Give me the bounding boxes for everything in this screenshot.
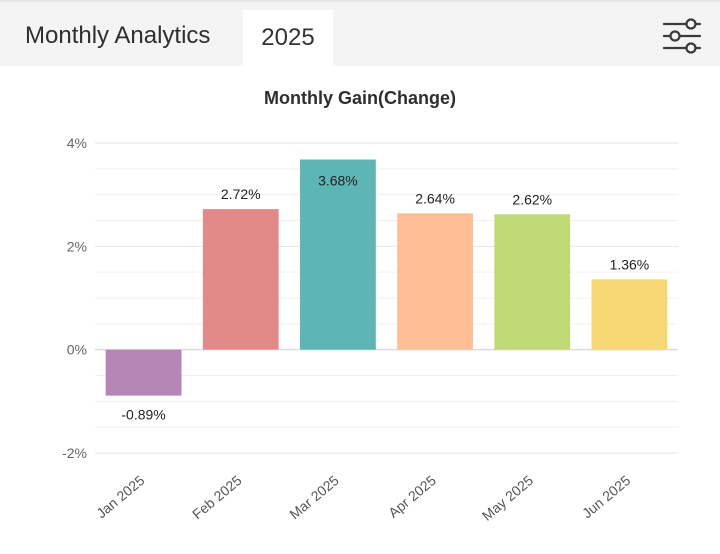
x-tick-label: Jun 2025: [579, 472, 634, 521]
x-tick-label: Feb 2025: [189, 472, 245, 522]
tab-year[interactable]: 2025: [243, 10, 333, 68]
x-tick-label: Jan 2025: [93, 472, 148, 521]
y-tick-label: 2%: [67, 238, 87, 254]
y-tick-label: 0%: [67, 342, 87, 358]
filter-button[interactable]: [660, 16, 704, 56]
bar-value-label: 2.62%: [512, 191, 552, 207]
header-bar: Monthly Analytics 2025: [0, 0, 720, 68]
bar-value-label: 2.72%: [221, 186, 261, 202]
y-tick-label: -2%: [62, 445, 87, 461]
bar-value-label: -0.89%: [121, 407, 165, 423]
bar: [397, 213, 473, 350]
chart-title: Monthly Gain(Change): [264, 88, 456, 108]
sliders-icon: [662, 18, 702, 54]
bar-value-label: 1.36%: [610, 256, 650, 272]
app-title: Monthly Analytics: [25, 22, 211, 49]
bar-value-label: 3.68%: [318, 173, 358, 189]
x-tick-label: Mar 2025: [286, 472, 342, 522]
x-tick-label: May 2025: [479, 472, 537, 524]
bar: [591, 279, 668, 350]
y-tick-label: 4%: [67, 135, 87, 151]
bar: [300, 159, 376, 350]
x-tick-label: Apr 2025: [385, 472, 439, 521]
bar-value-label: 2.64%: [415, 190, 455, 206]
bar: [202, 209, 279, 350]
bar: [494, 214, 571, 350]
bar: [105, 349, 182, 396]
